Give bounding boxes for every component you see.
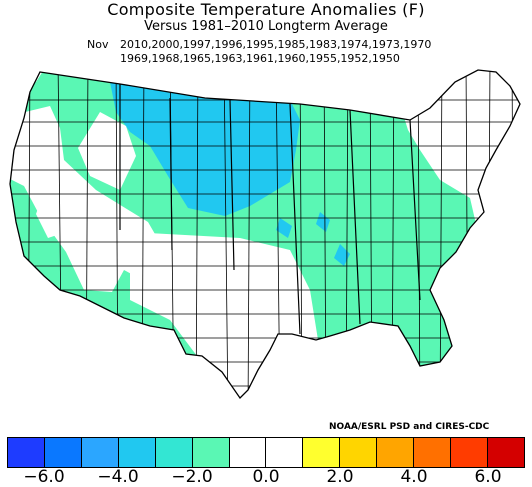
strong-cold-patch-missouri <box>276 218 292 238</box>
color-scale-cell <box>155 438 193 467</box>
color-scale-cell <box>487 438 524 467</box>
weak-cold-socal <box>36 252 54 276</box>
color-scale-cell <box>229 438 267 467</box>
neutral-area-coastal <box>36 192 66 238</box>
color-scale-cell <box>377 438 415 467</box>
color-scale-cell <box>8 438 45 467</box>
color-scale-cell <box>414 438 452 467</box>
composite-years-line-1: 2010,2000,1997,1996,1995,1985,1983,1974,… <box>120 38 432 51</box>
data-credit: NOAA/ESRL PSD and CIRES-CDC <box>329 422 490 432</box>
color-scale-cell <box>451 438 488 467</box>
color-scale-cell <box>118 438 156 467</box>
anomaly-fill-layer <box>10 70 520 398</box>
composite-years-line-2: 1969,1968,1965,1963,1961,1960,1955,1952,… <box>120 52 400 65</box>
map-title: Composite Temperature Anomalies (F) <box>107 0 425 19</box>
strong-cold-patch-indiana <box>316 212 330 232</box>
neutral-area-west <box>10 106 170 292</box>
map-subtitle: Versus 1981–2010 Longterm Average <box>144 19 388 34</box>
color-scale-tick-label: −4.0 <box>97 467 139 487</box>
color-scale-cell <box>192 438 230 467</box>
color-scale-tick-label: 6.0 <box>474 467 502 487</box>
color-scale-tick-label: −6.0 <box>23 467 65 487</box>
color-scale-tick-label: −2.0 <box>171 467 213 487</box>
color-scale-cell <box>266 438 304 467</box>
color-scale-cell <box>44 438 82 467</box>
month-label: Nov <box>87 38 109 51</box>
strong-cold-anomaly-area <box>110 82 300 216</box>
us-climate-division-map <box>9 69 521 399</box>
color-scale-cell <box>340 438 378 467</box>
strong-cold-patch-kentucky <box>334 244 350 266</box>
color-scale-tick-label: 4.0 <box>400 467 428 487</box>
color-scale-tick-label: 2.0 <box>326 467 354 487</box>
color-scale-cell <box>81 438 119 467</box>
color-scale-tick-label: 0.0 <box>252 467 280 487</box>
neutral-area-idaho <box>78 112 136 190</box>
color-scale-cell <box>303 438 341 467</box>
color-scale-bar <box>7 437 525 468</box>
